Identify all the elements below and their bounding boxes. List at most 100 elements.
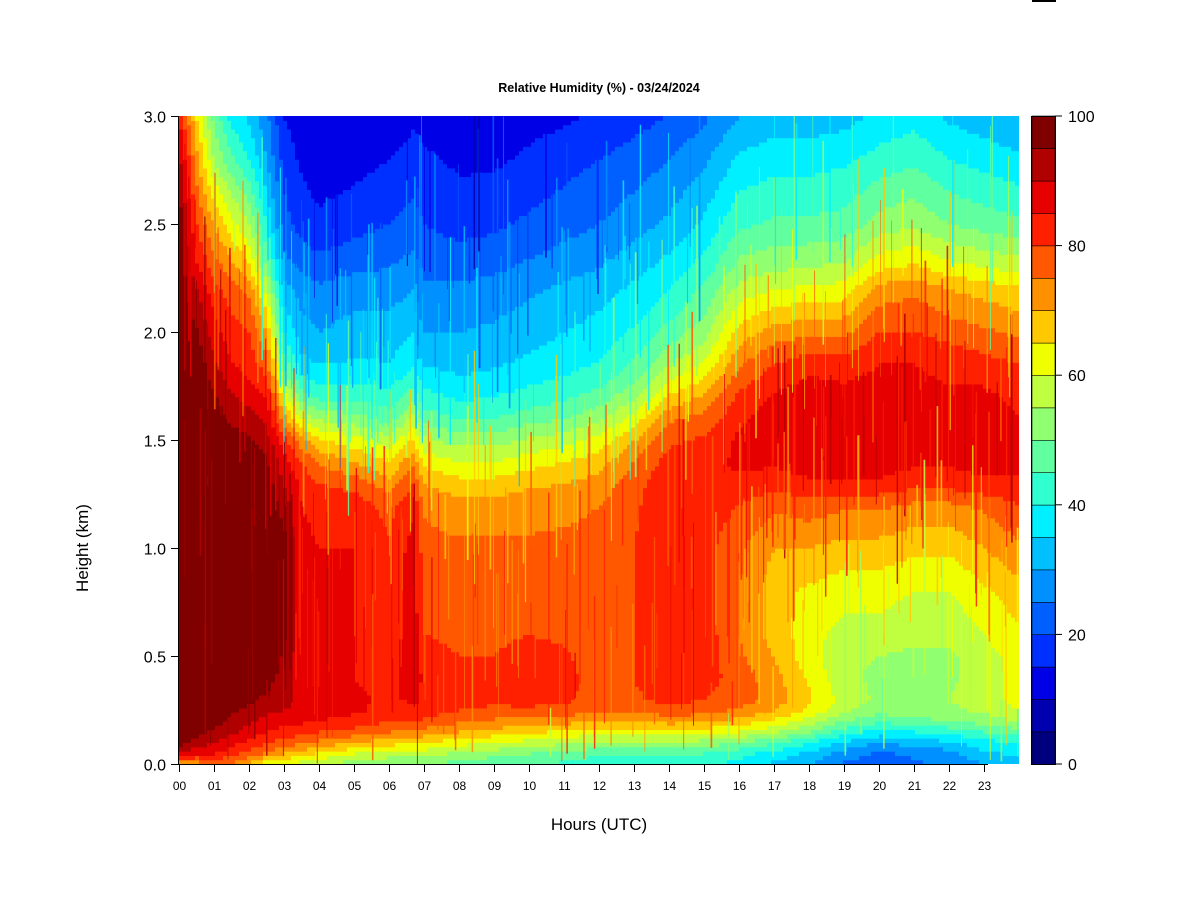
heatmap-cell bbox=[271, 656, 276, 661]
heatmap-cell bbox=[255, 565, 260, 571]
heatmap-cell bbox=[275, 249, 280, 255]
heatmap-cell bbox=[287, 742, 292, 748]
heatmap-cell bbox=[255, 751, 260, 756]
heatmap-cell bbox=[231, 180, 236, 186]
heatmap-cell bbox=[211, 487, 216, 493]
heatmap-cell bbox=[279, 738, 284, 743]
heatmap-cell bbox=[199, 435, 204, 441]
heatmap-cell bbox=[211, 729, 216, 735]
heatmap-cell bbox=[271, 742, 276, 748]
heatmap-cell bbox=[263, 660, 268, 666]
heatmap-cell bbox=[239, 759, 244, 764]
heatmap-cell bbox=[291, 344, 296, 350]
heatmap-cell bbox=[231, 660, 236, 666]
heatmap-cell bbox=[223, 154, 228, 160]
heatmap-cell bbox=[275, 660, 280, 666]
heatmap-cell bbox=[207, 163, 212, 169]
heatmap-cell bbox=[251, 712, 256, 718]
heatmap-cell bbox=[239, 349, 244, 355]
heatmap-cell bbox=[251, 431, 256, 437]
heatmap-cell bbox=[271, 375, 276, 381]
heatmap-cell bbox=[235, 634, 240, 640]
heatmap-cell bbox=[271, 556, 276, 562]
heatmap-cell bbox=[215, 344, 220, 350]
heatmap-cell bbox=[223, 604, 228, 610]
heatmap-cell bbox=[251, 271, 256, 277]
heatmap-cell bbox=[271, 159, 276, 165]
heatmap-cell bbox=[299, 444, 304, 450]
heatmap-cell bbox=[199, 638, 204, 644]
heatmap-cell bbox=[279, 172, 284, 178]
heatmap-cell bbox=[199, 427, 204, 432]
heatmap-cell bbox=[283, 124, 288, 130]
heatmap-cell bbox=[247, 431, 252, 437]
heatmap-cell bbox=[195, 120, 200, 126]
heatmap-cell bbox=[187, 656, 192, 661]
heatmap-cell bbox=[235, 418, 240, 424]
heatmap-cell bbox=[195, 612, 200, 618]
heatmap-cell bbox=[303, 474, 308, 480]
heatmap-cell bbox=[219, 686, 224, 692]
heatmap-cell bbox=[287, 673, 292, 679]
heatmap-cell bbox=[303, 211, 308, 216]
heatmap-cell bbox=[191, 319, 196, 324]
heatmap-cell bbox=[215, 159, 220, 165]
heatmap-cell bbox=[239, 180, 244, 186]
heatmap-cell bbox=[303, 578, 308, 584]
heatmap-cell bbox=[263, 630, 268, 635]
heatmap-cell bbox=[231, 375, 236, 381]
heatmap-cell bbox=[279, 422, 284, 428]
heatmap-cell bbox=[235, 314, 240, 320]
heatmap-cell bbox=[195, 656, 200, 661]
heatmap-cell bbox=[207, 716, 212, 722]
heatmap-cell bbox=[179, 232, 184, 238]
heatmap-cell bbox=[211, 141, 216, 147]
heatmap-cell bbox=[219, 656, 224, 661]
heatmap-cell bbox=[295, 202, 300, 208]
heatmap-cell bbox=[195, 720, 200, 726]
heatmap-cell bbox=[271, 444, 276, 450]
heatmap-cell bbox=[267, 202, 272, 208]
heatmap-cell bbox=[215, 560, 220, 566]
heatmap-cell bbox=[227, 440, 232, 445]
heatmap-cell bbox=[283, 159, 288, 165]
heatmap-cell bbox=[251, 608, 256, 614]
heatmap-cell bbox=[275, 582, 280, 588]
heatmap-cell bbox=[259, 392, 264, 398]
heatmap-cell bbox=[239, 306, 244, 311]
heatmap-cell bbox=[215, 444, 220, 450]
heatmap-cell bbox=[187, 526, 192, 532]
heatmap-cell bbox=[235, 185, 240, 191]
heatmap-cell bbox=[219, 634, 224, 640]
heatmap-cell bbox=[191, 651, 196, 657]
heatmap-cell bbox=[211, 353, 216, 359]
heatmap-cell bbox=[187, 409, 192, 415]
heatmap-cell bbox=[259, 405, 264, 411]
heatmap-cell bbox=[299, 461, 304, 467]
heatmap-cell bbox=[307, 215, 312, 221]
heatmap-cell bbox=[307, 180, 312, 186]
heatmap-cell bbox=[239, 630, 244, 635]
heatmap-cell bbox=[183, 612, 188, 618]
heatmap-cell bbox=[211, 159, 216, 165]
heatmap-cell bbox=[223, 306, 228, 311]
heatmap-cell bbox=[195, 608, 200, 614]
heatmap-cell bbox=[243, 612, 248, 618]
heatmap-cell bbox=[215, 422, 220, 428]
heatmap-cell bbox=[215, 215, 220, 221]
heatmap-cell bbox=[195, 751, 200, 756]
heatmap-cell bbox=[195, 219, 200, 225]
heatmap-cell bbox=[215, 595, 220, 601]
heatmap-cell bbox=[195, 206, 200, 212]
heatmap-cell bbox=[223, 202, 228, 208]
heatmap-cell bbox=[227, 211, 232, 216]
heatmap-cell bbox=[199, 232, 204, 238]
heatmap-cell bbox=[295, 185, 300, 191]
heatmap-cell bbox=[235, 414, 240, 419]
heatmap-cell bbox=[303, 444, 308, 450]
heatmap-cell bbox=[187, 435, 192, 441]
heatmap-cell bbox=[227, 621, 232, 627]
heatmap-cell bbox=[311, 738, 316, 743]
heatmap-cell bbox=[235, 202, 240, 208]
